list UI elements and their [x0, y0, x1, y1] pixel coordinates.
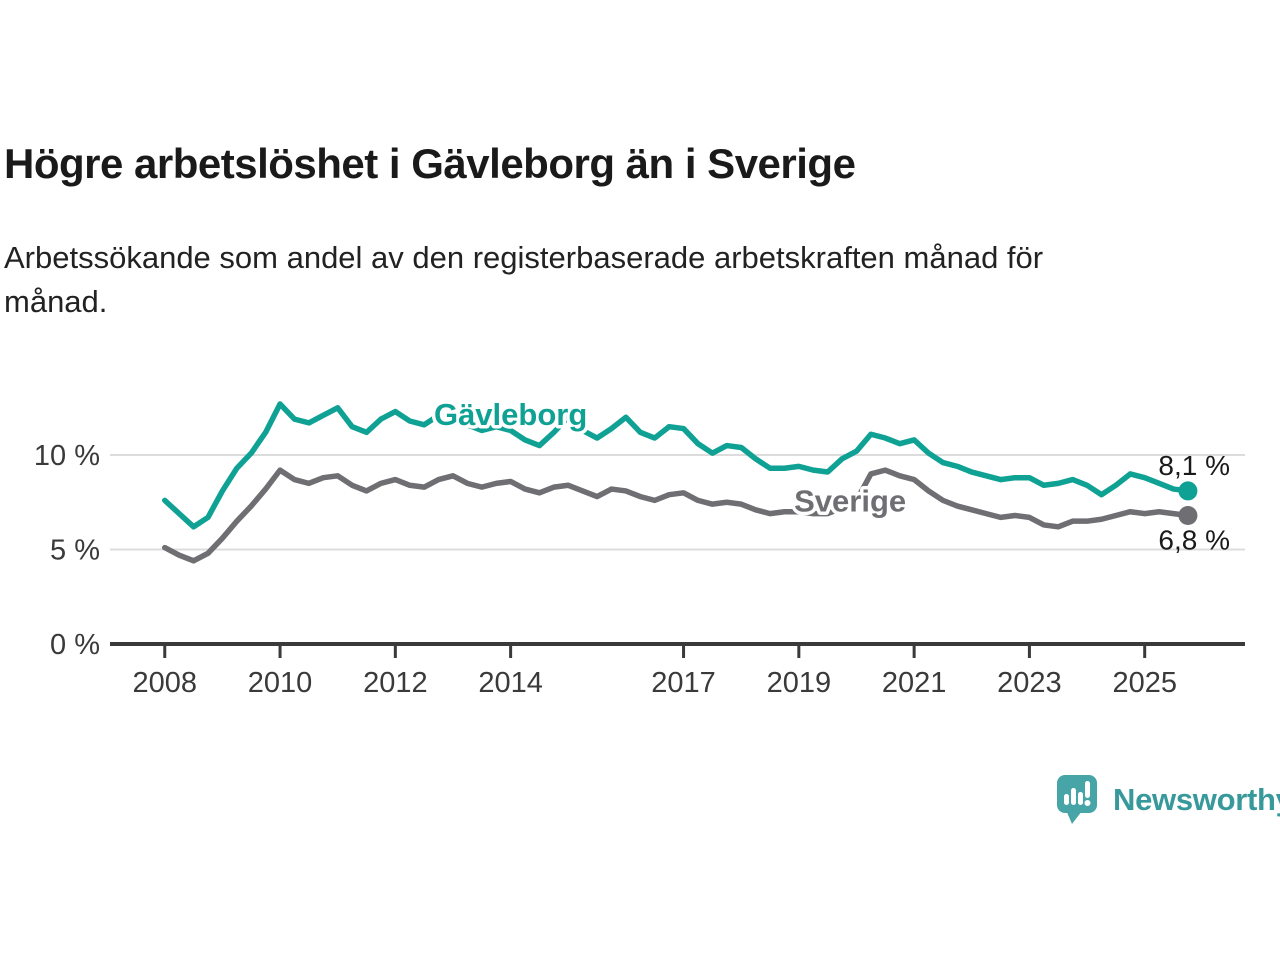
end-value-label-gävleborg: 8,1 %: [1158, 450, 1230, 481]
x-axis-label: 2012: [363, 667, 428, 699]
chart-subtitle: Arbetssökande som andel av den registerb…: [4, 240, 1044, 319]
newsworthy-logo: Newsworthy: [1056, 774, 1280, 826]
series-label-gävleborg: Gävleborg: [434, 397, 587, 432]
newsworthy-bubble-icon: [1057, 775, 1097, 824]
x-axis-label: 2025: [1112, 667, 1177, 699]
end-dot-gävleborg: [1178, 481, 1198, 501]
y-axis-label: 5 %: [50, 535, 100, 567]
series-line-gävleborg: [162, 401, 1191, 530]
end-value-label-sverige: 6,8 %: [1158, 524, 1230, 555]
series-label-sverige: Sverige: [794, 484, 906, 519]
newsworthy-wordmark: Newsworthy: [1113, 782, 1280, 817]
x-axis-label: 2019: [767, 667, 832, 699]
end-dot-sverige: [1178, 505, 1198, 525]
chart-title: Högre arbetslöshet i Gävleborg än i Sver…: [4, 140, 856, 187]
x-axis-label: 2008: [133, 667, 198, 699]
x-axis-label: 2021: [882, 667, 947, 699]
x-axis-label: 2023: [997, 667, 1062, 699]
x-axis-label: 2014: [478, 667, 543, 699]
y-axis-label: 10 %: [34, 440, 100, 472]
x-axis-label: 2010: [248, 667, 313, 699]
x-axis-label: 2017: [651, 667, 716, 699]
y-axis-label: 0 %: [50, 629, 100, 661]
series-line-sverige: [162, 467, 1191, 564]
